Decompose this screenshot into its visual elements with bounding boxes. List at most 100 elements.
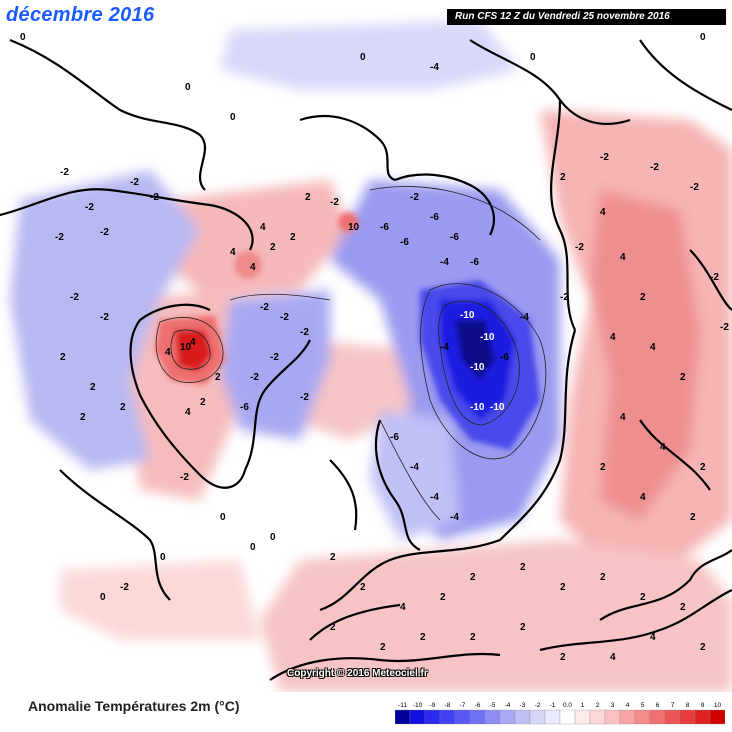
contour-value-label: -2: [300, 392, 309, 403]
contour-value-label: 2: [640, 292, 646, 303]
contour-value-label: 2: [700, 642, 706, 653]
contour-value-label: 0: [700, 32, 706, 43]
contour-value-label: 2: [560, 582, 566, 593]
contour-value-label: -2: [280, 312, 289, 323]
contour-value-label: 2: [470, 632, 476, 643]
legend-tick-label: 3: [611, 702, 615, 709]
contour-value-label: 2: [600, 462, 606, 473]
legend-color-box: [395, 709, 411, 725]
contour-value-label: -2: [85, 202, 94, 213]
contour-value-label: -2: [600, 152, 609, 163]
contour-value-label: 4: [165, 347, 171, 358]
contour-value-label: 2: [560, 652, 566, 663]
contour-value-label: 2: [305, 192, 311, 203]
contour-value-label: -2: [710, 272, 719, 283]
contour-value-label: -2: [100, 312, 109, 323]
contour-value-label: -2: [70, 292, 79, 303]
legend-tick-label: -3: [520, 702, 526, 709]
legend-tick-label: 7: [671, 702, 675, 709]
contour-value-label: 2: [690, 512, 696, 523]
contour-value-label: -4: [430, 492, 439, 503]
legend-color-box: [499, 709, 516, 725]
legend-color-box: [694, 709, 711, 725]
contour-value-label: 10: [348, 222, 360, 233]
contour-value-label: 2: [60, 352, 66, 363]
legend-color-box: [544, 709, 561, 725]
contour-value-label: 4: [610, 332, 616, 343]
contour-value-label: -2: [260, 302, 269, 313]
contour-value-label: -6: [450, 232, 459, 243]
contour-value-label: -10: [470, 402, 485, 413]
contour-value-label: 2: [470, 572, 476, 583]
contour-value-label: 2: [215, 372, 221, 383]
contour-value-label: 2: [330, 622, 336, 633]
contour-value-label: 2: [120, 402, 126, 413]
legend-tick-label: -10: [413, 702, 423, 709]
legend-tick-label: 8: [686, 702, 690, 709]
legend-tick-label: -8: [445, 702, 451, 709]
contour-value-label: -2: [300, 327, 309, 338]
contour-value-label: 4: [250, 262, 256, 273]
contour-value-label: 4: [400, 602, 406, 613]
contour-value-label: 0: [100, 592, 106, 603]
contour-value-label: -2: [250, 372, 259, 383]
legend-color-box: [649, 709, 666, 725]
contour-value-label: -2: [330, 197, 339, 208]
legend-color-box: [589, 709, 606, 725]
legend-color-box: [574, 709, 591, 725]
contour-value-label: 2: [80, 412, 86, 423]
contour-value-label: 4: [260, 222, 266, 233]
legend-color-box: [604, 709, 621, 725]
run-info-banner: Run CFS 12 Z du Vendredi 25 novembre 201…: [447, 9, 726, 25]
color-scale-legend: -11 -10 -9 -8 -7 -6 -5 -4 -3 -2 -1 0.0 1 2 3 4 5 6 7 8 9 10: [395, 702, 725, 725]
contour-value-label: -6: [500, 352, 509, 363]
contour-value-label: 0: [160, 552, 166, 563]
contour-value-label: -10: [490, 402, 505, 413]
contour-value-label: 4: [660, 442, 666, 453]
legend-color-box: [529, 709, 546, 725]
legend-tick-label: -4: [505, 702, 511, 709]
contour-value-label: -4: [430, 62, 439, 73]
contour-value-label: -2: [575, 242, 584, 253]
contour-value-label: -2: [410, 192, 419, 203]
contour-value-label: -6: [430, 212, 439, 223]
legend-color-box: [439, 709, 456, 725]
contour-value-label: -2: [560, 292, 569, 303]
legend-tick-label: -2: [535, 702, 541, 709]
contour-lines: [155, 186, 547, 521]
legend-color-box: [619, 709, 636, 725]
warm-anomaly-south: [260, 540, 732, 692]
contour-value-label: 2: [680, 602, 686, 613]
legend-color-box: [664, 709, 681, 725]
legend-tick-label: -5: [490, 702, 496, 709]
contour-value-label: 4: [620, 252, 626, 263]
contour-value-label: -4: [450, 512, 459, 523]
contour-value-label: 0: [20, 32, 26, 43]
legend-color-box: [424, 709, 441, 725]
legend-color-box: [559, 709, 576, 725]
contour-value-label: 2: [90, 382, 96, 393]
contour-value-label: 4: [600, 207, 606, 218]
contour-value-label: 2: [680, 372, 686, 383]
contour-value-label: -6: [240, 402, 249, 413]
contour-value-label: 4: [230, 247, 236, 258]
contour-value-label: 0: [250, 542, 256, 553]
legend-color-box: [709, 709, 725, 725]
contour-value-label: -2: [650, 162, 659, 173]
contour-value-label: 2: [380, 642, 386, 653]
contour-value-label: 4: [650, 632, 656, 643]
contour-value-label: -2: [180, 472, 189, 483]
contour-value-label: 2: [270, 242, 276, 253]
contour-value-label: 2: [520, 622, 526, 633]
contour-value-label: 2: [330, 552, 336, 563]
legend-tick-label: -9: [430, 702, 436, 709]
legend-tick-label: 2: [596, 702, 600, 709]
contour-value-label: -10: [460, 310, 475, 321]
contour-value-label: -2: [270, 352, 279, 363]
legend-color-box: [454, 709, 471, 725]
contour-value-label: -6: [400, 237, 409, 248]
legend-tick-label: 10: [714, 702, 722, 709]
legend-tick-label: 4: [626, 702, 630, 709]
contour-value-label: 4: [620, 412, 626, 423]
